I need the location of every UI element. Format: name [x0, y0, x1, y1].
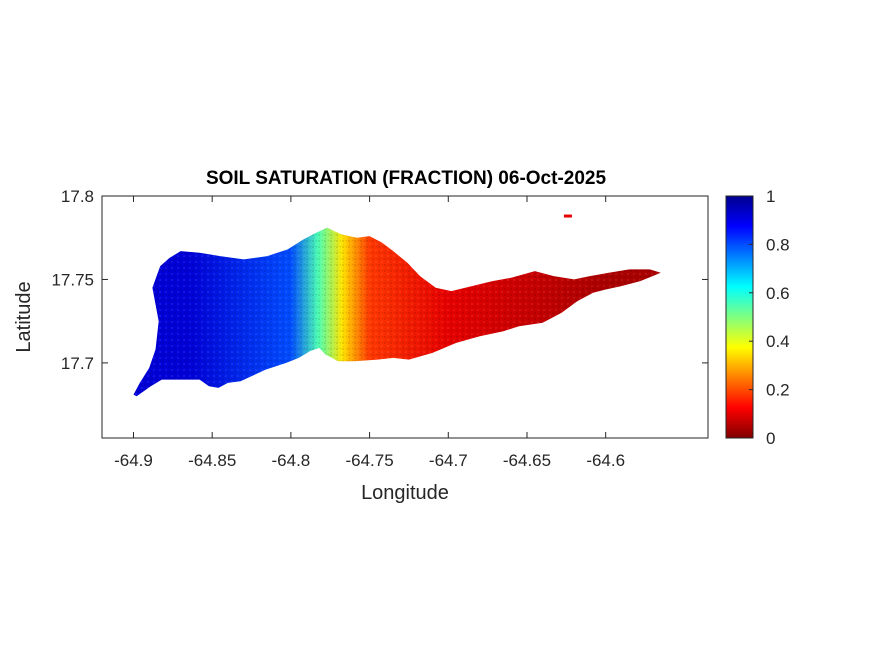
colorbar-tick-label: 0.6 [766, 284, 790, 303]
colorbar-tick-label: 0.8 [766, 235, 790, 254]
x-tick-label: -64.75 [345, 451, 393, 470]
colorbar-tick-label: 0.2 [766, 381, 790, 400]
x-tick-label: -64.7 [429, 451, 468, 470]
saturation-pixel [563, 214, 572, 218]
y-axis-ticks: 17.7 17.75 17.8 [51, 187, 708, 373]
x-tick-label: -64.65 [503, 451, 551, 470]
map-title: SOIL SATURATION (FRACTION) 06-Oct-2025 [206, 168, 607, 189]
x-tick-label: -64.9 [114, 451, 153, 470]
colorbar-tick-label: 1 [766, 187, 775, 206]
y-tick-label: 17.8 [61, 187, 94, 206]
x-axis-label: Longitude [361, 482, 449, 504]
plot-area: -64.9 -64.85 -64.8 -64.75 -64.7 -64.65 -64.6 1… [51, 187, 709, 470]
y-tick-label: 17.75 [51, 270, 94, 289]
x-axis-ticks: -64.9 -64.85 -64.8 -64.75 -64.7 -64.65 -64.6 [114, 196, 625, 470]
island-texture [133, 227, 661, 397]
colorbar-tick-label: 0.4 [766, 332, 790, 351]
y-axis-label: Latitude [13, 281, 35, 352]
colorbar-ticks: 0 0.2 0.4 0.6 0.8 1 [749, 187, 790, 448]
colorbar-bar [725, 195, 754, 439]
x-tick-label: -64.8 [272, 451, 311, 470]
island-layer [133, 214, 661, 397]
colorbar: 0 0.2 0.4 0.6 0.8 1 [725, 187, 790, 448]
y-tick-label: 17.7 [61, 354, 94, 373]
colorbar-tick-label: 0 [766, 429, 775, 448]
x-tick-label: -64.6 [586, 451, 625, 470]
x-tick-label: -64.85 [188, 451, 236, 470]
